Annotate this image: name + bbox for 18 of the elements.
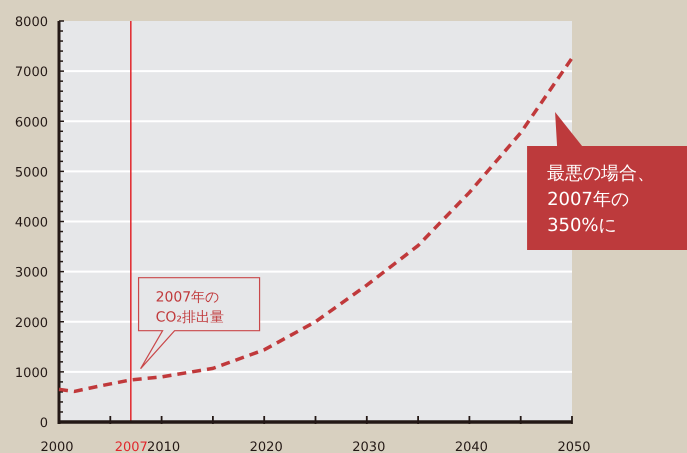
y-tick-label: 2000 [14,316,48,331]
y-tick-label: 7000 [14,65,48,80]
x-tick-label: 2010 [147,440,180,453]
y-tick-label: 5000 [14,165,48,180]
ref-line-label: 2007 [114,440,148,453]
x-tick-label: 2000 [40,440,74,453]
y-tick-label: 3000 [14,266,48,281]
x-tick-label: 2040 [454,440,488,453]
x-tick-label: 2020 [250,440,283,453]
annotation: 2007年の CO₂排出量 [156,290,224,326]
x-tick-label: 2030 [352,440,386,453]
x-tick-label: 2050 [557,440,591,453]
y-tick-label: 0 [40,416,48,431]
y-tick-label: 4000 [14,216,48,230]
y-tick-label: 8000 [14,15,48,30]
y-tick-label: 6000 [14,115,48,130]
annotation: 最悪の場合、 2007年の 350%に [547,163,656,236]
y-tick-label: 1000 [14,366,48,381]
